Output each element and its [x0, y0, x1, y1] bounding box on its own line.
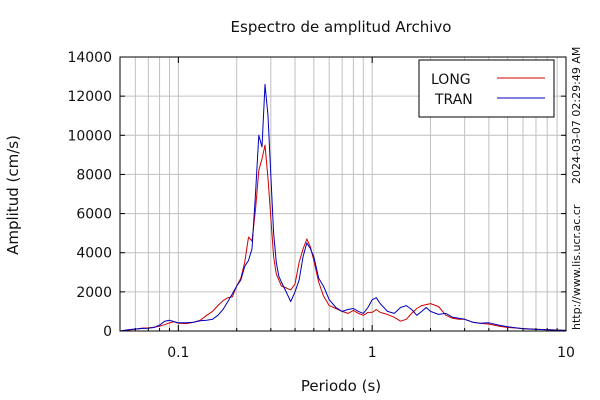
- plot-frame: [119, 56, 567, 332]
- legend-label-long: LONG: [431, 72, 471, 88]
- y-axis-label: Amplitud (cm/s): [4, 135, 22, 255]
- tick-labels: 0 2000 4000 6000 8000 10000 12000 14000 0.1 1 10: [67, 50, 574, 361]
- y-tick-label: 0: [103, 324, 112, 340]
- legend-box: [418, 59, 555, 118]
- x-tick-label: 10: [557, 345, 575, 361]
- y-tick-label: 8000: [76, 167, 112, 183]
- series-line-long: [119, 144, 567, 332]
- y-tick-label: 12000: [67, 89, 112, 105]
- x-tick-label: 1: [368, 345, 377, 361]
- y-tick-label: 10000: [67, 128, 112, 144]
- y-tick-label: 6000: [76, 207, 112, 223]
- chart-title: Espectro de amplitud Archivo: [231, 18, 452, 36]
- y-tick-label: 2000: [76, 285, 112, 301]
- series-lines: [119, 83, 567, 332]
- legend-label-tran: TRAN: [434, 92, 473, 108]
- legend: LONG TRAN: [418, 59, 555, 118]
- x-tick-label: 0.1: [167, 345, 189, 361]
- grid: [120, 57, 566, 331]
- timestamp-text: 2024-03-07 02:29:49 AM: [570, 47, 583, 184]
- series-line-tran: [119, 83, 567, 332]
- x-axis-label: Periodo (s): [301, 377, 381, 395]
- url-text: http://www.lis.ucr.ac.cr: [570, 204, 583, 330]
- y-tick-label: 14000: [67, 50, 112, 66]
- y-tick-label: 4000: [76, 246, 112, 262]
